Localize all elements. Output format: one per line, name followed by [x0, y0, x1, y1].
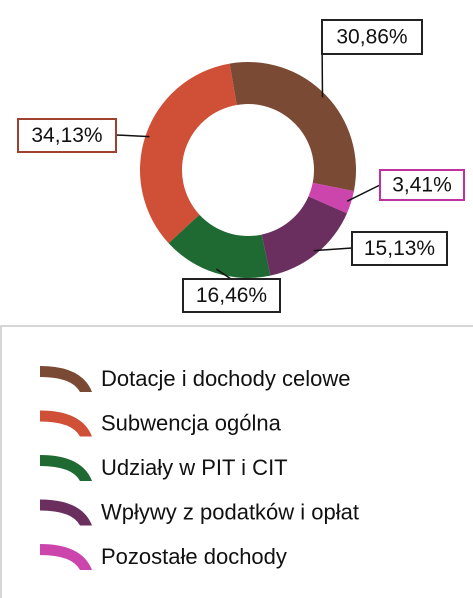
legend-icon: [40, 366, 92, 392]
value-label: 16,46%: [196, 284, 267, 307]
value-label: 34,13%: [31, 124, 102, 147]
legend-icon: [40, 544, 92, 570]
value-label: 3,41%: [392, 174, 452, 197]
slice: [261, 196, 347, 276]
legend-icon: [40, 499, 92, 526]
legend-label: Pozostałe dochody: [101, 544, 287, 569]
legend-label: Subwencja ogólna: [101, 410, 282, 435]
legend-label: Wpływy z podatków i opłat: [101, 499, 359, 524]
label-box: [379, 169, 465, 201]
slice: [140, 63, 237, 244]
legend-label: Dotacje i dochody celowe: [101, 366, 350, 391]
value-label: 15,13%: [364, 237, 435, 260]
leader-line: [215, 268, 232, 280]
slice: [308, 182, 354, 214]
legend-box: [0, 325, 473, 598]
label-box: [17, 118, 117, 153]
slice: [168, 214, 271, 278]
legend-label: Udziały w PIT i CIT: [101, 455, 288, 480]
leader-line: [115, 134, 150, 138]
leader-line: [346, 184, 381, 202]
value-label: 30,86%: [336, 26, 407, 49]
leader-line: [313, 247, 353, 252]
label-box: [182, 278, 281, 313]
label-box: [321, 19, 423, 55]
label-box: [351, 231, 448, 266]
slice: [229, 62, 356, 192]
legend-icon: [40, 455, 92, 481]
legend-icon: [40, 410, 92, 437]
